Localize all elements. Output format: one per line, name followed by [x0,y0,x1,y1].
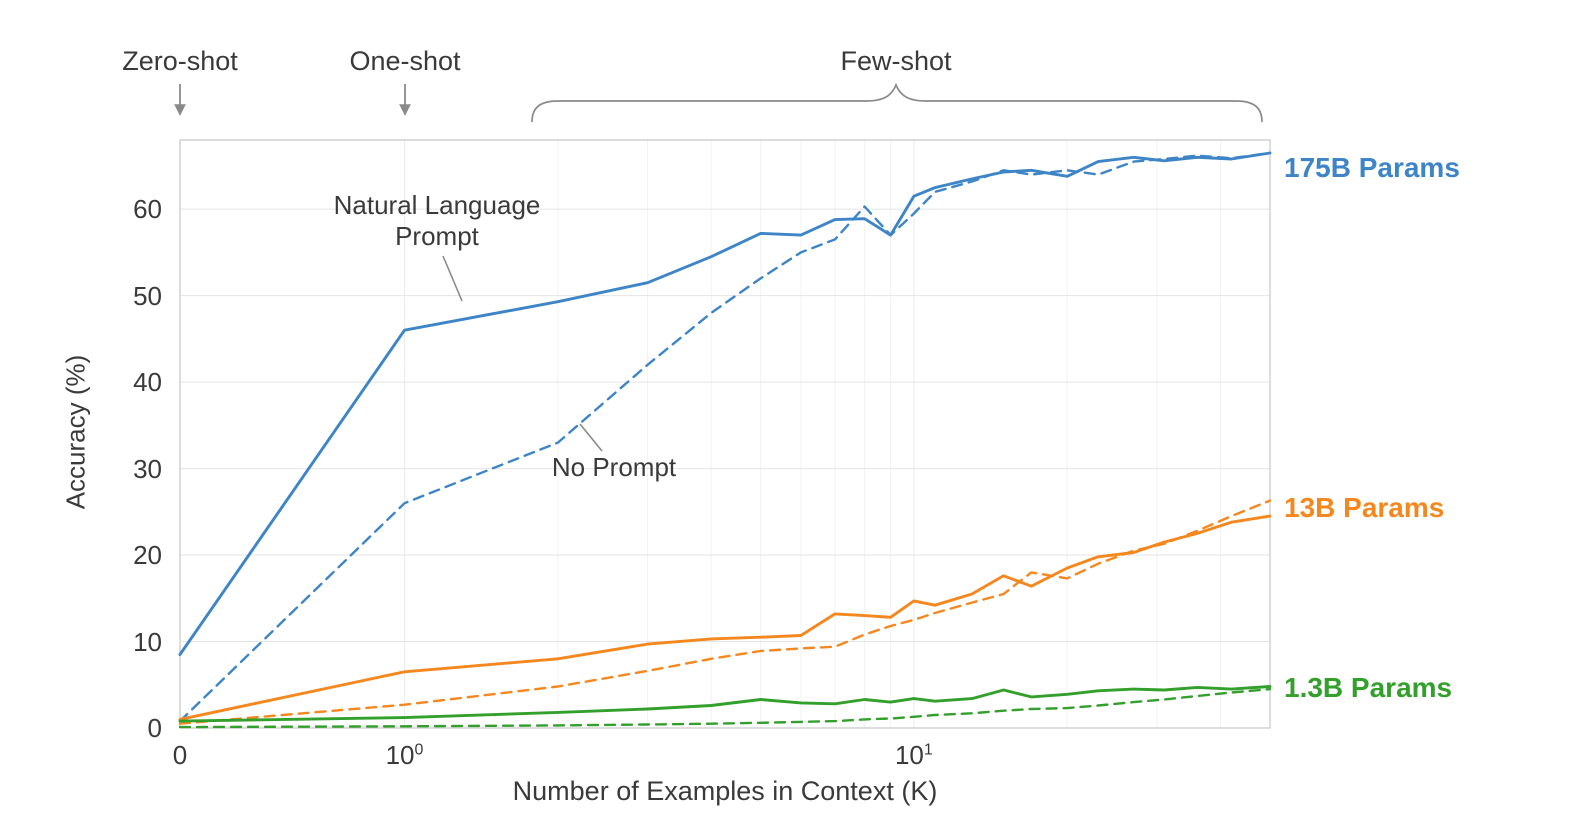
plot-border [179,139,1271,729]
y-tick-label: 40 [133,367,162,398]
natural-language-prompt-annotation: Natural Language Prompt [334,190,541,252]
few-shot-label: Few-shot [840,46,952,76]
x-axis-label: Number of Examples in Context (K) [512,776,938,806]
y-tick-label: 30 [133,453,162,484]
annotation-text-line: Prompt [395,221,479,251]
no-prompt-leader-line [579,423,603,452]
x-tick-label: 100 [385,740,424,770]
y-axis-label: Accuracy (%) [60,354,91,510]
x-tick-exponent: 1 [923,741,933,759]
y-tick-label: 10 [133,626,162,657]
series-label-1-3b: 1.3B Params [1284,672,1453,703]
few-shot-brace [531,82,1263,123]
plot-area [180,140,1270,728]
x-tick-exponent: 0 [414,741,424,759]
annotation-text-line: Natural Language [333,190,541,220]
no-prompt-annotation: No Prompt [551,452,677,482]
series-line-1-3b-no-prompt [178,687,1272,729]
x-tick-label: 101 [894,740,933,770]
series-line-175b-nl-prompt [178,151,1272,656]
series-line-13b-no-prompt [178,499,1272,725]
x-tick-label: 0 [172,740,188,770]
y-tick-label: 0 [147,713,162,743]
zero-shot-label: Zero-shot [122,46,238,76]
y-tick-label: 20 [133,540,162,571]
y-tick-label: 50 [133,280,162,311]
nl-prompt-leader-line [442,255,463,302]
one-shot-label: One-shot [349,46,461,76]
series-label-13b: 13B Params [1284,492,1445,523]
series-line-1-3b-nl-prompt [178,685,1272,723]
annotation-layer [174,82,1263,452]
series-label-175b: 175B Params [1284,152,1460,183]
grid-layer [179,139,1271,729]
series-line-175b-no-prompt [178,151,1272,723]
series-layer [178,151,1272,729]
y-tick-label: 60 [133,194,162,225]
